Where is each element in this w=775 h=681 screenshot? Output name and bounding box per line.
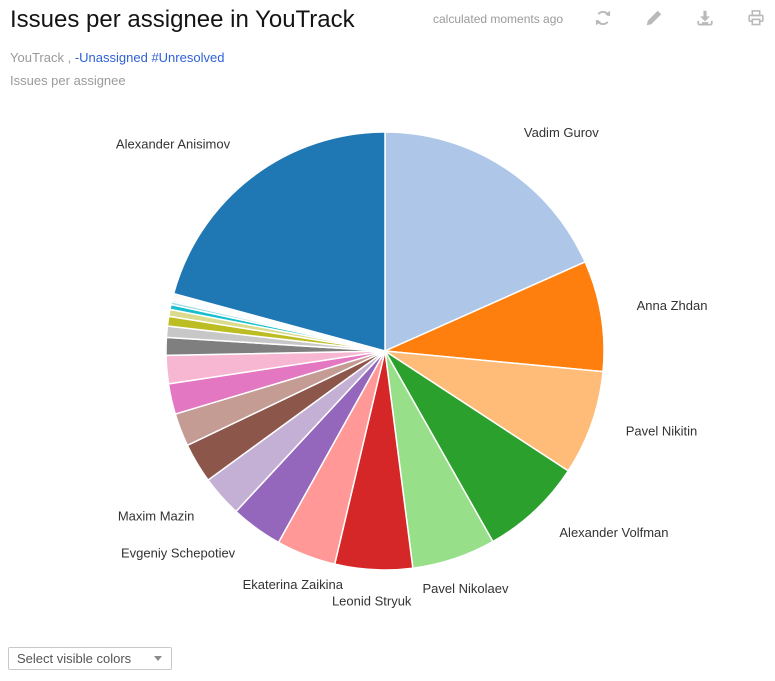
pie-slice-label: Ekaterina Zaikina: [243, 577, 344, 592]
pie-chart: Vadim Gurov Anna Zhdan Pavel Nikitin Alexan…: [116, 125, 708, 609]
download-icon: [696, 9, 714, 27]
pie-slice-label: Leonid Stryuk: [332, 594, 412, 609]
edit-button[interactable]: [645, 9, 663, 27]
refresh-button[interactable]: [594, 9, 612, 27]
select-visible-colors-label: Select visible colors: [17, 651, 132, 666]
pie-slice-vadim-gurov[interactable]: [384, 131, 586, 352]
report-query-line: YouTrack , -Unassigned #Unresolved: [10, 50, 224, 65]
pie-slice-label: Vadim Gurov: [524, 125, 599, 140]
page-title: Issues per assignee in YouTrack: [10, 6, 355, 33]
query-link-unassigned[interactable]: -Unassigned: [74, 50, 148, 65]
pie-slice-label: Pavel Nikitin: [626, 423, 698, 438]
pie-slice-label: Anna Zhdan: [637, 298, 708, 313]
pie-slice-label: Maxim Mazin: [118, 508, 195, 523]
download-button[interactable]: [696, 9, 714, 27]
pie-slice-label: Evgeniy Schepotiev: [121, 545, 236, 560]
select-visible-colors-dropdown[interactable]: Select visible colors: [8, 647, 172, 670]
print-button[interactable]: [747, 9, 765, 27]
pie-slice-label: Alexander Anisimov: [116, 136, 231, 151]
pie-slice-pavel-nikitin[interactable]: [384, 350, 604, 472]
pencil-icon: [645, 9, 663, 27]
refresh-icon: [594, 9, 612, 27]
query-separator: ,: [63, 50, 75, 65]
pie-slice-anna-zhdan[interactable]: [384, 261, 605, 373]
calculation-status: calculated moments ago: [433, 12, 564, 26]
pie-slice-label: Alexander Volfman: [559, 525, 668, 540]
printer-icon: [747, 9, 765, 27]
report-action-bar: [594, 9, 766, 29]
pie-slice-alexander-anisimov[interactable]: [172, 131, 386, 352]
project-name: YouTrack: [10, 50, 64, 65]
report-name: Issues per assignee: [10, 73, 126, 88]
pie-slice-alexander-volfman[interactable]: [384, 350, 570, 543]
query-link-unresolved[interactable]: #Unresolved: [151, 50, 225, 65]
pie-slice-label: Pavel Nikolaev: [423, 581, 509, 596]
chevron-down-icon: [154, 656, 162, 661]
